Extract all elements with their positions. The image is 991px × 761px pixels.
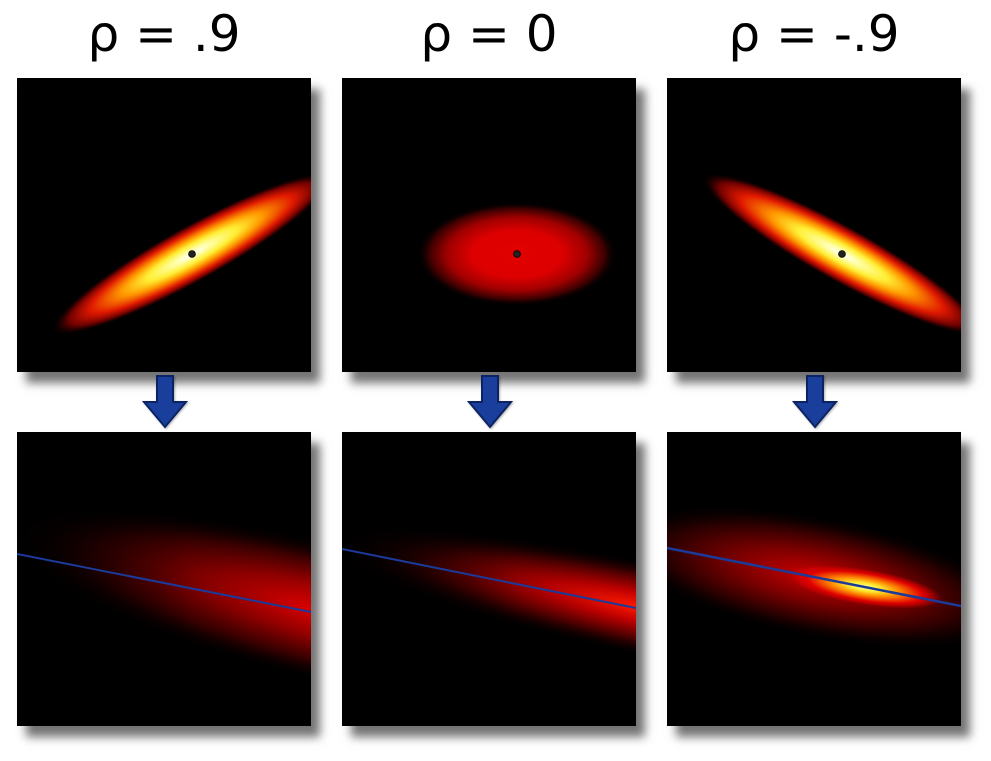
joint-density-plot-zero — [417, 202, 617, 306]
joint-density-panel-negative — [667, 78, 961, 372]
fade-overlay — [17, 432, 311, 726]
conditional-density-panel-zero — [342, 432, 636, 726]
arrow-down-icon — [142, 374, 188, 430]
regression-line — [17, 553, 311, 613]
title-rho-negative: ρ = -.9 — [728, 5, 900, 63]
joint-density-ellipse — [51, 172, 311, 336]
joint-density-panel-positive — [17, 78, 311, 372]
mean-point-icon — [513, 250, 521, 258]
regression-line — [342, 548, 636, 609]
joint-density-plot-positive — [51, 172, 311, 336]
joint-density-ellipse — [701, 172, 961, 336]
conditional-density-plot-positive — [17, 432, 311, 726]
conditional-density-panel-negative — [667, 432, 961, 726]
joint-density-panel-zero — [342, 78, 636, 372]
conditional-density-panel-positive — [17, 432, 311, 726]
title-rho-zero: ρ = 0 — [420, 5, 558, 63]
arrow-down-icon — [792, 374, 838, 430]
conditional-density-plot-negative — [667, 504, 961, 650]
conditional-density-plot-zero — [342, 432, 636, 726]
mean-point-icon — [188, 250, 196, 258]
mean-point-icon — [838, 250, 846, 258]
regression-line — [667, 546, 961, 608]
title-rho-positive: ρ = .9 — [87, 5, 241, 63]
arrow-down-icon — [467, 374, 513, 430]
joint-density-plot-negative — [701, 172, 961, 336]
